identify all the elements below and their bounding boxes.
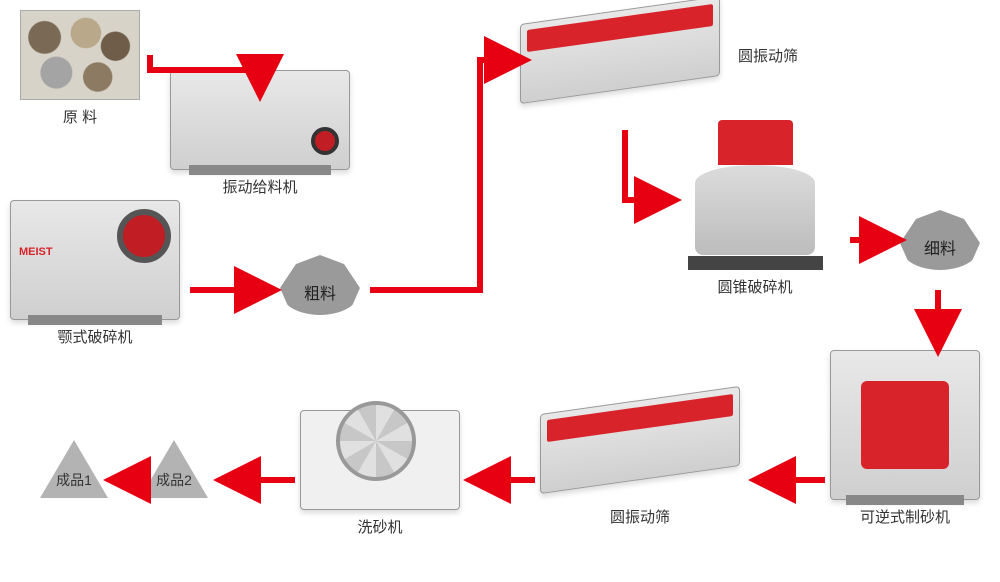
brand-text: MEIST (19, 246, 53, 258)
washer-label: 洗砂机 (300, 516, 460, 537)
screen1-label: 圆振动筛 (738, 45, 798, 66)
sandmaker-label: 可逆式制砂机 (830, 506, 980, 527)
cone-crusher: 圆锥破碎机 (680, 120, 830, 297)
product2-tri: 成品2 (140, 440, 208, 498)
raw-label: 原 料 (20, 106, 140, 127)
product1-tri: 成品1 (40, 440, 108, 498)
cone-machine (680, 120, 830, 270)
product1-label: 成品1 (56, 470, 92, 490)
circular-screen-1: 圆振动筛 (520, 10, 720, 110)
jaw-crusher: MEIST 颚式破碎机 (10, 200, 180, 347)
arrow-screen1-cone (625, 130, 670, 200)
product-1: 成品1 (40, 440, 108, 498)
sandmaker-machine (830, 350, 980, 500)
jaw-machine: MEIST (10, 200, 180, 320)
screen2-label: 圆振动筛 (540, 506, 740, 527)
coarse-pile: 粗料 (280, 255, 370, 315)
feeder-label: 振动给料机 (170, 176, 350, 197)
raw-material: 原 料 (20, 10, 140, 127)
fine-pile-shape: 细料 (900, 210, 980, 270)
coarse-pile-shape: 粗料 (280, 255, 360, 315)
washer-machine (300, 410, 460, 510)
reversible-sand-maker: 可逆式制砂机 (830, 350, 980, 527)
cone-label: 圆锥破碎机 (680, 276, 830, 297)
screen1-machine (520, 0, 720, 104)
screen2-machine (540, 386, 740, 494)
jaw-label: 颚式破碎机 (10, 326, 180, 347)
coarse-label: 粗料 (304, 280, 336, 304)
product2-label: 成品2 (156, 470, 192, 490)
vibrating-feeder: 振动给料机 (170, 70, 350, 197)
fine-pile: 细料 (900, 210, 990, 270)
product-2: 成品2 (140, 440, 208, 498)
circular-screen-2: 圆振动筛 (540, 400, 740, 527)
sand-washer: 洗砂机 (300, 410, 460, 537)
feeder-machine (170, 70, 350, 170)
pebbles-image (20, 10, 140, 100)
arrow-coarse-screen1 (370, 60, 520, 290)
fine-label: 细料 (924, 235, 956, 259)
